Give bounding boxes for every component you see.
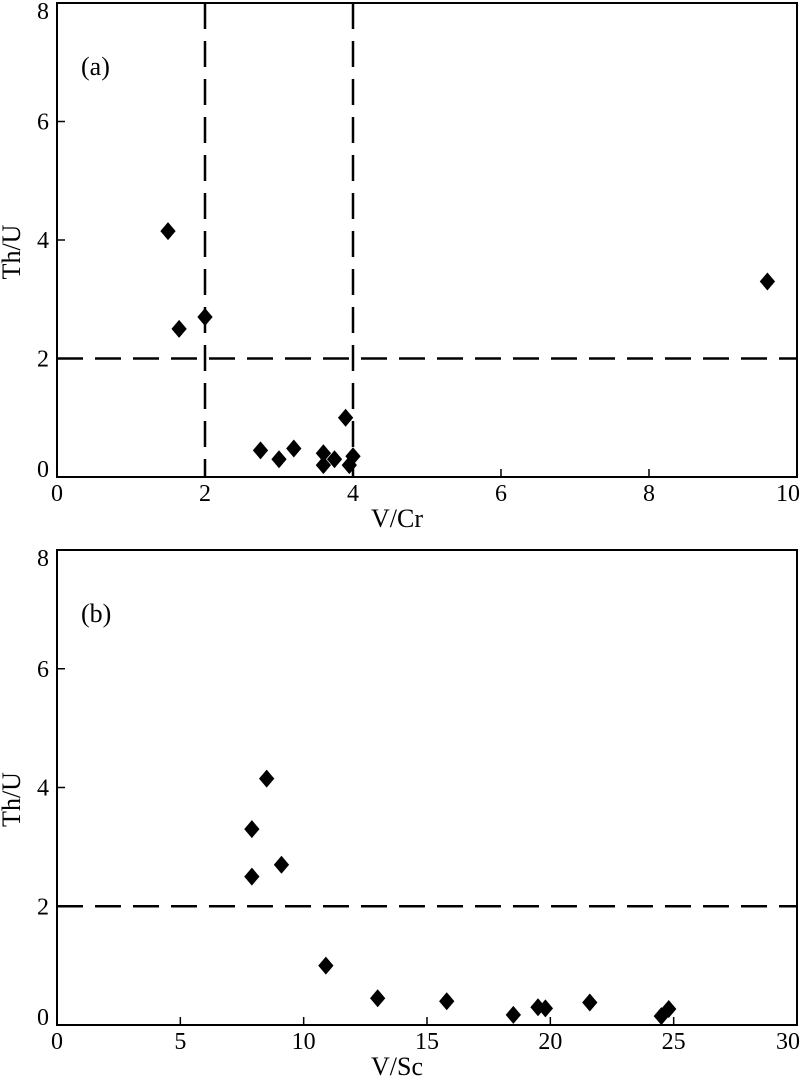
panel-a-y-tick-label: 6: [37, 110, 49, 136]
panel-b-y-tick-label: 0: [37, 1005, 49, 1031]
panel-a-label: (a): [81, 52, 110, 81]
panel-a-x-tick-label: 0: [51, 481, 63, 507]
panel-b-x-tick-label: 10: [292, 1029, 316, 1055]
panel-b-y-tick-label: 4: [37, 776, 49, 802]
panel-b-data-point: [370, 989, 386, 1008]
panel-b-data-point: [244, 867, 260, 886]
panel-a-x-tick-label: 6: [495, 481, 507, 507]
panel-a-data-point: [345, 447, 361, 466]
panel-b-y-tick-label: 6: [37, 657, 49, 683]
panel-a-data-point: [337, 408, 354, 427]
panel-a-data-point: [759, 272, 776, 291]
panel-a-data-point: [326, 450, 343, 469]
panel-b-x-tick-label: 0: [51, 1029, 63, 1055]
panel-a-data-point: [315, 456, 332, 475]
panel-b-data-point: [273, 855, 290, 874]
panel-b-data-point: [318, 956, 334, 975]
panel-a-y-tick-label: 4: [37, 228, 49, 254]
panel-b-data-point: [537, 999, 554, 1018]
panel-b-data-point: [661, 999, 677, 1018]
panel-b-x-tick-label: 30: [776, 1029, 800, 1055]
panel-a-y-tick-label: 8: [37, 0, 49, 25]
panel-b-y-tick-label: 2: [37, 894, 49, 920]
panel-b-data-point: [244, 820, 260, 839]
panel-a-data-point: [171, 319, 187, 338]
panel-b-y-axis-title: Th/U: [0, 772, 26, 827]
panel-b-data-point: [439, 992, 455, 1011]
panel-b-x-tick-label: 20: [538, 1029, 562, 1055]
panel-b-data-point: [259, 769, 275, 788]
panel-b-data-point: [505, 1005, 521, 1024]
panel-b-plot-frame: [56, 549, 798, 1026]
panel-a-data-point: [315, 444, 332, 463]
panel-a-data-point: [271, 450, 287, 469]
panel-a-x-tick-label: 4: [347, 481, 359, 507]
panel-a-data-point: [160, 222, 176, 241]
panel-a-y-axis-title: Th/U: [0, 224, 26, 279]
panel-a-data-point: [252, 441, 269, 460]
panel-a-y-tick-label: 0: [37, 457, 49, 483]
panel-a-x-tick-label: 2: [199, 481, 211, 507]
panel-b-data-point: [582, 993, 598, 1012]
panel-a-x-tick-label: 10: [776, 481, 800, 507]
panel-b-x-tick-label: 15: [415, 1029, 439, 1055]
panel-a-x-tick-label: 8: [643, 481, 655, 507]
panel-b-label: (b): [81, 599, 111, 628]
panel-a: 0 2 4 6 8 10 0 2 4 6 8 V/Cr Th/U (a): [0, 0, 800, 533]
panel-b-x-tick-label: 25: [662, 1029, 686, 1055]
panel-a-data-point: [197, 308, 213, 327]
panel-b: 0 5 10 15 20 25 30 0 2 4 6 8 V/Sc Th/U (b): [0, 546, 800, 1081]
panel-b-y-tick-label: 8: [37, 546, 49, 572]
panel-a-y-tick-label: 2: [37, 347, 49, 373]
panel-a-data-point: [286, 439, 302, 458]
panel-b-x-axis-title: V/Sc: [371, 1052, 423, 1081]
panel-b-x-tick-label: 5: [174, 1029, 186, 1055]
panel-a-x-axis-title: V/Cr: [371, 504, 423, 533]
